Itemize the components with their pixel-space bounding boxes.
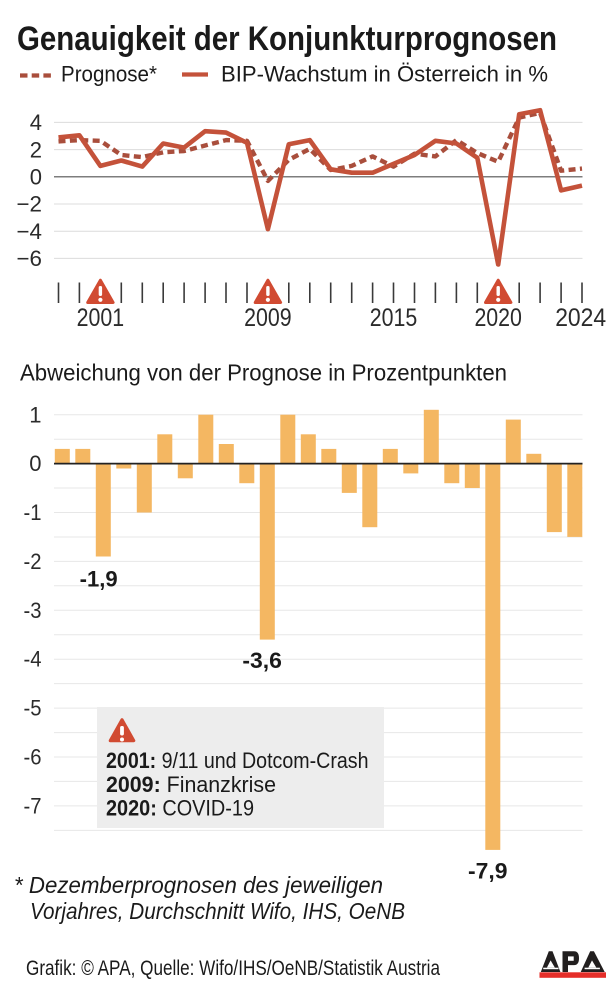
svg-text:Genauigkeit der Konjunkturprog: Genauigkeit der Konjunkturprognosen <box>17 20 557 58</box>
svg-text:Abweichung von der Prognose in: Abweichung von der Prognose in Prozentpu… <box>20 360 507 386</box>
svg-text:2020: 2020 <box>474 304 522 332</box>
svg-text:2015: 2015 <box>370 304 418 332</box>
svg-text:-7,9: -7,9 <box>468 858 508 883</box>
svg-text:4: 4 <box>30 110 42 135</box>
svg-text:-3,6: -3,6 <box>242 648 282 673</box>
svg-text:Prognose*: Prognose* <box>61 62 157 87</box>
svg-text:0: 0 <box>29 451 41 476</box>
svg-text:2001: 2001 <box>77 304 125 332</box>
svg-text:-4: -4 <box>24 647 42 672</box>
svg-text:2024: 2024 <box>555 304 606 332</box>
svg-text:-5: -5 <box>24 696 42 721</box>
svg-text:2020: COVID-19: 2020: COVID-19 <box>106 796 254 821</box>
svg-text:-2: -2 <box>24 549 42 574</box>
svg-text:−6: −6 <box>17 246 43 271</box>
svg-text:1: 1 <box>29 402 41 427</box>
svg-text:-1: -1 <box>24 500 42 525</box>
svg-text:-3: -3 <box>24 598 42 623</box>
svg-text:2009: 2009 <box>244 304 292 332</box>
svg-text:−2: −2 <box>17 192 43 217</box>
svg-text:2: 2 <box>30 137 42 162</box>
svg-text:Vorjahres, Durchschnitt Wifo,: Vorjahres, Durchschnitt Wifo, IHS, OeNB <box>30 898 405 924</box>
svg-text:-1,9: -1,9 <box>80 566 118 591</box>
svg-text:* Dezemberprognosen des jeweil: * Dezemberprognosen des jeweiligen <box>14 872 383 898</box>
svg-text:0: 0 <box>30 165 42 190</box>
svg-text:2001: 9/11 und Dotcom-Crash: 2001: 9/11 und Dotcom-Crash <box>106 748 369 773</box>
svg-text:Grafik: © APA, Quelle: Wifo/IH: Grafik: © APA, Quelle: Wifo/IHS/OeNB/Sta… <box>26 957 440 980</box>
svg-text:−4: −4 <box>17 219 43 244</box>
svg-text:-7: -7 <box>24 793 42 818</box>
svg-text:BIP-Wachstum in Österreich in: BIP-Wachstum in Österreich in % <box>221 62 548 87</box>
svg-text:2009: Finanzkrise: 2009: Finanzkrise <box>106 772 276 797</box>
svg-text:-6: -6 <box>24 744 42 769</box>
